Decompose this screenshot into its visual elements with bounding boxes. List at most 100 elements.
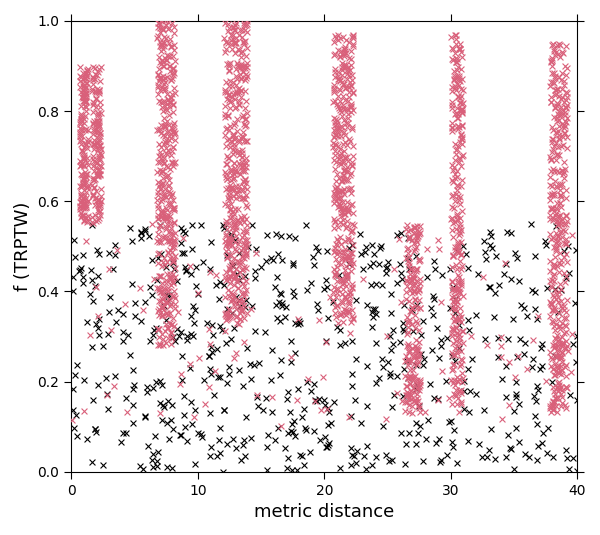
Point bbox=[170, 158, 179, 166]
Point bbox=[344, 37, 354, 46]
Point bbox=[235, 219, 244, 227]
Point bbox=[148, 220, 157, 228]
Point bbox=[166, 237, 175, 246]
Point bbox=[343, 235, 353, 244]
Point bbox=[284, 232, 294, 240]
Point bbox=[83, 196, 92, 205]
Point bbox=[241, 136, 251, 145]
Point bbox=[90, 282, 100, 291]
Point bbox=[168, 64, 178, 72]
Point bbox=[329, 88, 338, 96]
Point bbox=[305, 447, 314, 456]
Point bbox=[226, 204, 235, 213]
Point bbox=[302, 285, 311, 294]
Point bbox=[154, 310, 163, 319]
Point bbox=[562, 217, 572, 225]
Point bbox=[447, 160, 457, 169]
Point bbox=[168, 71, 178, 80]
Point bbox=[160, 211, 170, 220]
Point bbox=[368, 323, 377, 331]
Point bbox=[407, 264, 417, 273]
Point bbox=[234, 100, 244, 108]
Point bbox=[403, 233, 413, 242]
Point bbox=[397, 275, 407, 284]
Point bbox=[161, 20, 170, 29]
Point bbox=[163, 96, 173, 104]
Point bbox=[548, 135, 557, 143]
Point bbox=[486, 424, 496, 433]
Point bbox=[386, 290, 395, 299]
Point bbox=[559, 306, 569, 315]
Point bbox=[343, 140, 352, 149]
Point bbox=[454, 114, 463, 123]
Point bbox=[452, 57, 461, 66]
Point bbox=[550, 50, 560, 59]
Point bbox=[436, 458, 445, 467]
Point bbox=[408, 373, 418, 382]
Point bbox=[242, 344, 251, 353]
Point bbox=[343, 271, 352, 279]
Point bbox=[165, 235, 175, 244]
Point bbox=[163, 419, 172, 427]
Point bbox=[456, 131, 466, 139]
Point bbox=[236, 212, 246, 221]
Point bbox=[82, 79, 91, 87]
Point bbox=[91, 211, 100, 219]
Point bbox=[94, 134, 104, 143]
Point bbox=[162, 211, 172, 220]
Point bbox=[88, 191, 98, 200]
Point bbox=[320, 432, 329, 441]
Point bbox=[91, 93, 101, 102]
Point bbox=[451, 344, 460, 353]
Point bbox=[226, 251, 236, 259]
Point bbox=[401, 225, 410, 233]
Point bbox=[457, 134, 467, 143]
Point bbox=[224, 60, 233, 68]
Point bbox=[89, 157, 98, 165]
Point bbox=[163, 291, 172, 300]
Point bbox=[451, 57, 461, 66]
Point bbox=[88, 212, 97, 221]
Point bbox=[551, 394, 561, 402]
Point bbox=[241, 243, 250, 251]
Point bbox=[113, 306, 123, 315]
Point bbox=[315, 435, 325, 444]
Point bbox=[392, 279, 402, 287]
Point bbox=[163, 56, 172, 64]
Point bbox=[220, 309, 230, 318]
Point bbox=[453, 242, 463, 250]
Point bbox=[341, 84, 350, 93]
Point bbox=[223, 19, 233, 28]
Point bbox=[452, 173, 462, 181]
Point bbox=[234, 135, 244, 144]
Point bbox=[169, 127, 178, 135]
Point bbox=[554, 369, 563, 378]
Point bbox=[215, 372, 225, 381]
Point bbox=[451, 391, 460, 400]
Point bbox=[413, 346, 422, 355]
Point bbox=[160, 234, 170, 242]
Point bbox=[231, 273, 241, 282]
Point bbox=[556, 109, 566, 117]
Point bbox=[82, 169, 91, 178]
Point bbox=[226, 167, 236, 175]
Point bbox=[286, 337, 296, 345]
Point bbox=[452, 109, 461, 117]
Point bbox=[169, 143, 178, 151]
Point bbox=[163, 311, 173, 319]
Point bbox=[344, 204, 353, 213]
Point bbox=[562, 71, 571, 79]
Point bbox=[155, 221, 165, 230]
Point bbox=[454, 227, 463, 235]
Point bbox=[94, 271, 103, 280]
Point bbox=[167, 98, 176, 106]
Point bbox=[341, 61, 351, 70]
Point bbox=[235, 88, 244, 96]
Point bbox=[158, 72, 167, 81]
Point bbox=[221, 232, 230, 241]
Point bbox=[225, 98, 235, 107]
Point bbox=[550, 177, 560, 186]
Point bbox=[324, 439, 334, 447]
Point bbox=[348, 240, 358, 249]
Point bbox=[95, 198, 104, 207]
